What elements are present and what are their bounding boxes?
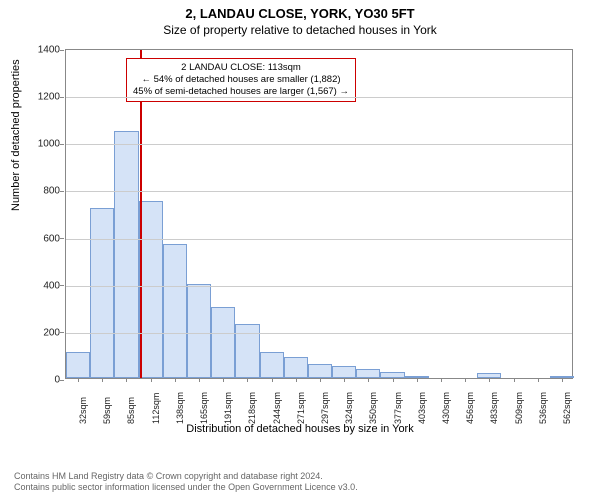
x-tick-label: 59sqm xyxy=(102,397,112,424)
footer-line-2: Contains public sector information licen… xyxy=(14,482,358,494)
y-tick-label: 800 xyxy=(43,186,60,197)
x-tick xyxy=(538,378,539,382)
histogram-bar xyxy=(332,366,356,378)
y-tick-label: 1400 xyxy=(38,45,60,56)
histogram-bar xyxy=(114,131,138,379)
histogram-bar xyxy=(90,208,114,378)
x-tick xyxy=(102,378,103,382)
x-tick-label: 138sqm xyxy=(175,392,185,424)
y-tick-label: 600 xyxy=(43,233,60,244)
x-tick-label: 85sqm xyxy=(126,397,136,424)
x-tick xyxy=(562,378,563,382)
y-tick-label: 1200 xyxy=(38,92,60,103)
x-tick-label: 191sqm xyxy=(223,392,233,424)
x-tick-label: 244sqm xyxy=(272,392,282,424)
x-tick-label: 165sqm xyxy=(199,392,209,424)
x-tick xyxy=(344,378,345,382)
x-tick xyxy=(489,378,490,382)
histogram-bar xyxy=(211,307,235,378)
x-tick xyxy=(223,378,224,382)
y-axis-label: Number of detached properties xyxy=(10,59,22,211)
histogram-bar xyxy=(308,364,332,378)
x-tick-label: 509sqm xyxy=(514,392,524,424)
x-tick xyxy=(175,378,176,382)
footer-attribution: Contains HM Land Registry data © Crown c… xyxy=(14,471,358,494)
chart-container: Number of detached properties 2 LANDAU C… xyxy=(10,41,590,441)
x-tick-label: 483sqm xyxy=(489,392,499,424)
y-tick-label: 1000 xyxy=(38,139,60,150)
histogram-bar xyxy=(66,352,90,378)
page-subtitle: Size of property relative to detached ho… xyxy=(0,21,600,41)
gridline xyxy=(66,191,572,192)
y-tick-label: 200 xyxy=(43,327,60,338)
x-tick-label: 430sqm xyxy=(441,392,451,424)
histogram-bar xyxy=(163,244,187,378)
annotation-line-1: 2 LANDAU CLOSE: 113sqm xyxy=(133,62,349,74)
histogram-bar xyxy=(187,284,211,378)
x-tick-label: 562sqm xyxy=(562,392,572,424)
x-tick xyxy=(151,378,152,382)
histogram-bar xyxy=(356,369,380,378)
x-tick xyxy=(272,378,273,382)
x-tick-label: 456sqm xyxy=(465,392,475,424)
annotation-line-2: ← 54% of detached houses are smaller (1,… xyxy=(133,74,349,86)
x-tick xyxy=(199,378,200,382)
y-tick-label: 0 xyxy=(54,375,60,386)
x-tick xyxy=(417,378,418,382)
x-tick xyxy=(368,378,369,382)
x-tick xyxy=(320,378,321,382)
x-tick xyxy=(465,378,466,382)
gridline xyxy=(66,144,572,145)
histogram-bar xyxy=(260,352,284,378)
x-tick-label: 218sqm xyxy=(247,392,257,424)
gridline xyxy=(66,97,572,98)
x-tick-label: 324sqm xyxy=(344,392,354,424)
histogram-bar xyxy=(139,201,163,378)
x-tick-label: 377sqm xyxy=(393,392,403,424)
x-tick xyxy=(393,378,394,382)
x-tick-label: 271sqm xyxy=(296,392,306,424)
annotation-line-3: 45% of semi-detached houses are larger (… xyxy=(133,86,349,98)
gridline xyxy=(66,286,572,287)
page-title: 2, LANDAU CLOSE, YORK, YO30 5FT xyxy=(0,0,600,21)
x-tick xyxy=(514,378,515,382)
plot-area: 2 LANDAU CLOSE: 113sqm ← 54% of detached… xyxy=(65,49,573,379)
gridline xyxy=(66,333,572,334)
annotation-box: 2 LANDAU CLOSE: 113sqm ← 54% of detached… xyxy=(126,58,356,102)
x-tick-label: 297sqm xyxy=(320,392,330,424)
x-tick-label: 32sqm xyxy=(78,397,88,424)
footer-line-1: Contains HM Land Registry data © Crown c… xyxy=(14,471,358,483)
x-tick-label: 112sqm xyxy=(151,393,161,424)
x-tick xyxy=(247,378,248,382)
x-tick-label: 536sqm xyxy=(538,392,548,424)
histogram-bar xyxy=(284,357,308,378)
y-tick-label: 400 xyxy=(43,280,60,291)
x-axis-label: Distribution of detached houses by size … xyxy=(10,423,590,435)
x-tick-label: 350sqm xyxy=(368,392,378,424)
x-tick xyxy=(296,378,297,382)
x-tick xyxy=(126,378,127,382)
x-tick xyxy=(441,378,442,382)
x-tick-label: 403sqm xyxy=(417,392,427,424)
gridline xyxy=(66,239,572,240)
x-tick xyxy=(78,378,79,382)
